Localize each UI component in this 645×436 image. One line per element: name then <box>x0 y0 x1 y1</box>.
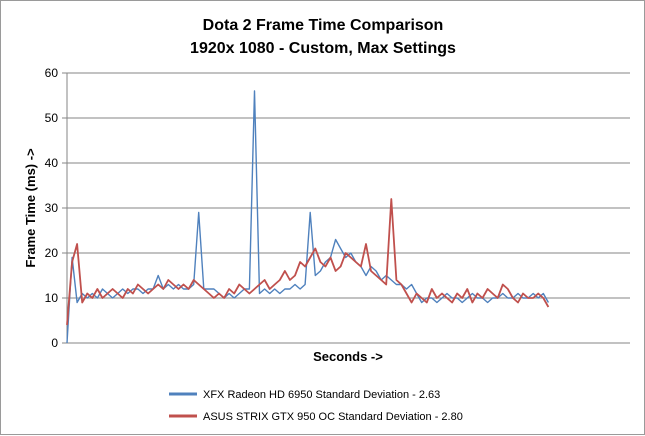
y-tick-label-50: 50 <box>45 111 59 125</box>
legend: XFX Radeon HD 6950 Standard Deviation - … <box>169 389 463 423</box>
series-line-1 <box>66 90 550 344</box>
series-layer <box>66 90 550 344</box>
chart-subtitle: 1920x 1080 - Custom, Max Settings <box>190 40 456 57</box>
gridlines <box>67 72 630 299</box>
legend-label-series-1: XFX Radeon HD 6950 Standard Deviation - … <box>203 389 440 401</box>
y-tick-label-30: 30 <box>45 201 59 215</box>
chart-title: Dota 2 Frame Time Comparison <box>203 17 444 34</box>
y-tick-label-0: 0 <box>51 336 58 350</box>
legend-label-series-2: ASUS STRIX GTX 950 OC Standard Deviation… <box>203 411 463 423</box>
y-axis-ticks: 0 10 20 30 40 50 60 <box>45 66 67 350</box>
y-tick-label-40: 40 <box>45 156 59 170</box>
x-axis-label: Seconds -> <box>313 349 383 364</box>
y-axis-label: Frame Time (ms) -> <box>23 148 38 268</box>
series-line-2 <box>66 198 550 326</box>
y-tick-label-20: 20 <box>45 246 59 260</box>
y-tick-label-10: 10 <box>45 291 59 305</box>
y-tick-label-60: 60 <box>45 66 59 80</box>
